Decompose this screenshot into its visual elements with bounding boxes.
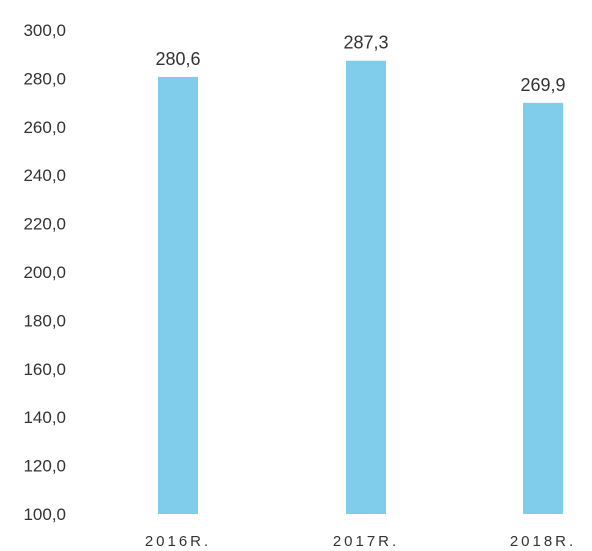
x-tick-label: 2017R. xyxy=(333,533,399,550)
x-tick-label: 2016R. xyxy=(145,533,211,550)
y-tick-label: 240,0 xyxy=(23,166,66,185)
y-tick-label: 260,0 xyxy=(23,118,66,137)
data-labels: 280,6 287,3 269,9 xyxy=(155,33,565,95)
y-tick-label: 180,0 xyxy=(23,311,66,330)
x-axis: 2016R. 2017R. 2018R. xyxy=(145,533,576,550)
bar-2018r xyxy=(523,102,563,514)
bar-2017r xyxy=(346,60,386,514)
y-tick-label: 300,0 xyxy=(23,21,66,40)
y-axis: 100,0 120,0 140,0 160,0 180,0 200,0 220,0 240,0… xyxy=(23,21,66,524)
y-tick-label: 280,0 xyxy=(23,69,66,88)
data-label: 287,3 xyxy=(343,33,388,53)
y-tick-label: 160,0 xyxy=(23,360,66,379)
data-label: 269,9 xyxy=(520,75,565,95)
data-label: 280,6 xyxy=(155,49,200,69)
y-tick-label: 200,0 xyxy=(23,263,66,282)
y-tick-label: 140,0 xyxy=(23,408,66,427)
bars xyxy=(158,60,563,514)
bar-2016r xyxy=(158,76,198,514)
x-tick-label: 2018R. xyxy=(510,533,576,550)
y-tick-label: 120,0 xyxy=(23,457,66,476)
y-tick-label: 220,0 xyxy=(23,215,66,234)
y-tick-label: 100,0 xyxy=(23,505,66,524)
